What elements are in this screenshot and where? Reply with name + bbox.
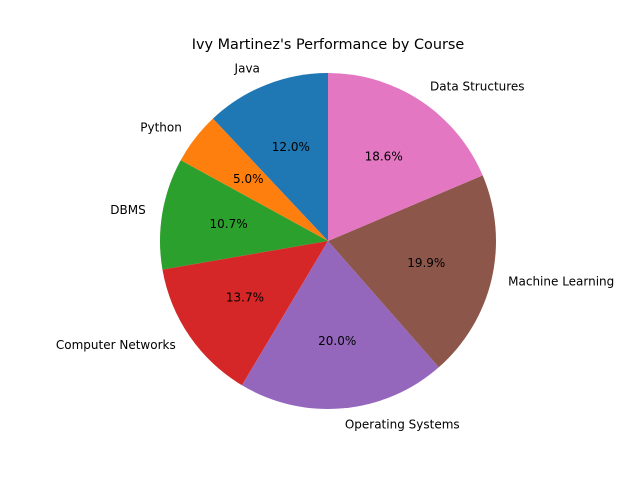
slice-percent-data-structures: 18.6% — [365, 149, 403, 163]
pie-slice-machine-learning — [328, 175, 497, 368]
slice-label-computer-networks: Computer Networks — [56, 338, 176, 352]
slice-label-python: Python — [140, 120, 182, 134]
pie-slice-operating-systems — [241, 241, 439, 409]
pie-slices — [159, 72, 497, 409]
slice-percent-operating-systems: 20.0% — [318, 334, 356, 348]
slice-label-dbms: DBMS — [110, 203, 145, 217]
slice-percent-dbms: 10.7% — [210, 217, 248, 231]
pie-slice-data-structures — [328, 72, 483, 241]
pie-labels: Java 12.0% Python 5.0% DBMS 10.7% Computer Net… — [56, 62, 614, 432]
slice-percent-computer-networks: 13.7% — [226, 291, 264, 305]
pie-slice-dbms — [159, 160, 328, 270]
slice-label-java: Java — [234, 62, 260, 76]
slice-percent-java: 12.0% — [272, 140, 310, 154]
chart-title: Ivy Martinez's Performance by Course — [192, 37, 465, 53]
pie-slice-computer-networks — [162, 241, 328, 386]
pie-slice-python — [180, 118, 328, 241]
slice-percent-python: 5.0% — [233, 172, 264, 186]
slice-label-operating-systems: Operating Systems — [345, 418, 460, 432]
pie-slice-java — [212, 73, 328, 241]
slice-label-data-structures: Data Structures — [430, 79, 525, 93]
slice-label-machine-learning: Machine Learning — [508, 275, 614, 289]
slice-percent-machine-learning: 19.9% — [407, 256, 445, 270]
